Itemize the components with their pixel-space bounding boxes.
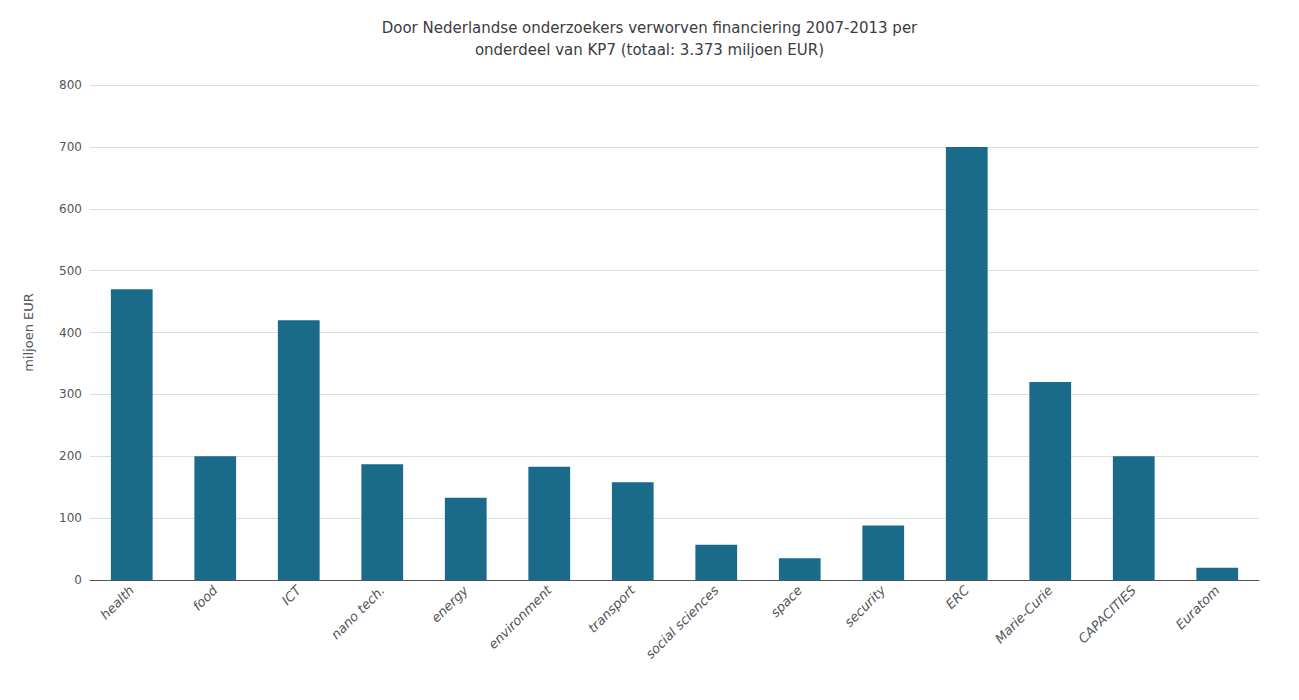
svg-text:social sciences: social sciences [643, 583, 722, 662]
svg-text:Door Nederlandse onderzoekers: Door Nederlandse onderzoekers verworven … [382, 19, 918, 37]
svg-text:ERC: ERC [943, 582, 973, 612]
svg-text:environment: environment [485, 582, 555, 652]
svg-text:health: health [97, 583, 137, 623]
svg-text:800: 800 [59, 78, 82, 92]
svg-text:Marie-Curie: Marie-Curie [992, 583, 1056, 647]
svg-text:food: food [190, 582, 221, 613]
svg-text:Euratom: Euratom [1173, 583, 1223, 633]
svg-text:space: space [768, 583, 806, 621]
svg-text:600: 600 [59, 202, 82, 216]
svg-text:200: 200 [59, 449, 82, 463]
svg-text:miljoen EUR: miljoen EUR [21, 293, 36, 372]
svg-text:700: 700 [59, 140, 82, 154]
svg-text:100: 100 [59, 511, 82, 525]
svg-text:energy: energy [428, 582, 471, 625]
svg-text:onderdeel van KP7 (totaal: 3.3: onderdeel van KP7 (totaal: 3.373 miljoen… [475, 41, 824, 59]
svg-text:ICT: ICT [279, 582, 305, 608]
svg-text:transport: transport [585, 582, 639, 636]
svg-text:0: 0 [74, 573, 82, 587]
svg-text:CAPACITIES: CAPACITIES [1075, 583, 1139, 647]
svg-text:400: 400 [59, 326, 82, 340]
svg-text:500: 500 [59, 264, 82, 278]
svg-text:nano tech.: nano tech. [328, 583, 387, 642]
svg-text:300: 300 [59, 387, 82, 401]
svg-text:security: security [841, 582, 888, 629]
